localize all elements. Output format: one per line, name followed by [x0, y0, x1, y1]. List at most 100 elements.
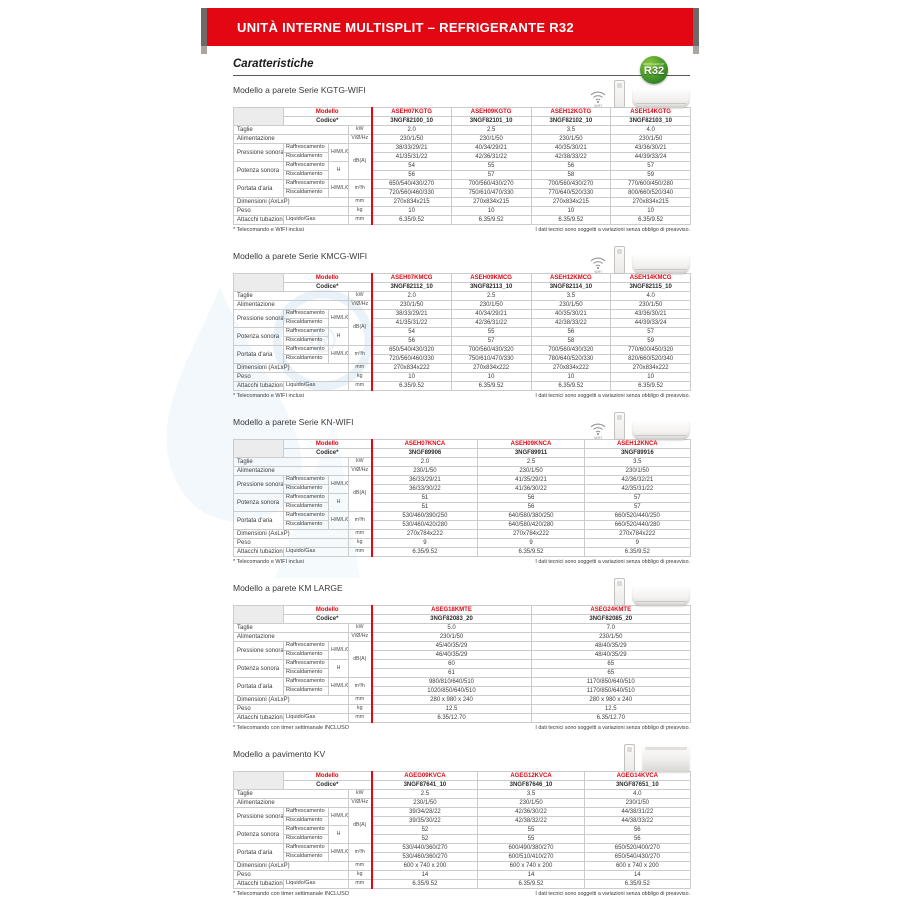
spec-value: 9 — [477, 538, 585, 548]
spec-value: 750/610/470/330 — [450, 188, 532, 198]
spec-value: 51 — [370, 502, 479, 512]
spec-value: 770/600/450/280 — [610, 179, 691, 189]
table-row: Attacchi tubazioni Liquido/Gas mm 6.35/9.52… — [233, 381, 691, 391]
row-group-label: Alimentazione — [233, 466, 349, 476]
table-row: Taglie kW 5.0 7.0 — [233, 623, 691, 633]
row-group-label: Alimentazione — [233, 300, 349, 310]
spec-value: 6.35/9.52 — [530, 215, 612, 225]
unit-label: H/M/L/Q — [328, 641, 349, 660]
spec-value: 10 — [530, 372, 612, 382]
spec-value: 10 — [450, 206, 532, 216]
unit-label: dB(A) — [348, 807, 372, 844]
spec-value: 6.35/9.52 — [370, 381, 452, 391]
spec-value: 270x834x215 — [530, 197, 612, 207]
content-column: Caratteristiche REFRIGERANT R32 Modello … — [233, 56, 691, 912]
spec-value: 650/540/430/270 — [370, 179, 452, 189]
row-group-label: Attacchi tubazioni — [233, 381, 284, 391]
table-row: Attacchi tubazioni Liquido/Gas mm 6.35/9.52… — [233, 547, 691, 557]
header-empty-cell — [233, 439, 284, 458]
header-label: Codice* — [283, 448, 372, 458]
floor-unit-image — [642, 743, 690, 772]
row-group-label: Alimentazione — [233, 632, 349, 642]
section-icons: WIFI — [589, 246, 690, 274]
unit-label: V/Ø/Hz — [348, 632, 372, 642]
spec-value: 6.35/9.52 — [450, 381, 532, 391]
spec-value: 600 x 740 x 200 — [583, 861, 691, 871]
model-name: ASEH09KMCG — [450, 273, 532, 283]
row-sub-label: Raffrescamento — [283, 825, 329, 835]
model-name: ASEH12KMCG — [530, 273, 612, 283]
row-sub-label: Raffrescamento — [283, 493, 329, 503]
spec-value: 6.35/9.52 — [610, 215, 691, 225]
spec-value: 38/33/29/21 — [370, 143, 452, 153]
spec-value: 52 — [370, 825, 479, 835]
spec-value: 57 — [583, 493, 691, 503]
spec-value: 9 — [583, 538, 691, 548]
spec-value: 56 — [583, 834, 691, 844]
spec-value: 6.35/12.70 — [530, 713, 691, 723]
table-row: Modello ASEG18KMTE ASEG24KMTE — [233, 605, 691, 624]
spec-value: 12.5 — [530, 704, 691, 714]
row-sub-label: Liquido/Gas — [283, 215, 349, 225]
spec-value: 6.35/9.52 — [370, 547, 479, 557]
row-sub-label: Liquido/Gas — [283, 381, 349, 391]
row-group-label: Taglie — [233, 125, 349, 135]
table-row: Riscaldamento 51 56 57 — [234, 502, 691, 512]
spec-value: 6.35/9.52 — [583, 547, 691, 557]
wifi-icon: WIFI — [589, 422, 607, 440]
table-row: Portata d'aria Raffrescamento H/M/L/Q m³/h 6… — [233, 179, 691, 198]
model-code: 3NGF82083_20 — [370, 614, 532, 624]
spec-value: 14 — [583, 870, 691, 880]
section-header: Modello a parete KM LARGE — [233, 578, 690, 606]
table-row: Taglie kW 2.5 3.5 4.0 — [233, 789, 691, 799]
table-row: Peso kg 9 9 9 — [233, 538, 691, 548]
row-group-label: Potenza sonora — [233, 161, 284, 180]
spec-value: 65 — [530, 668, 691, 678]
spec-value: 270x784x222 — [477, 529, 585, 539]
spec-value: 55 — [450, 327, 532, 337]
spec-value: 230/1/50 — [583, 466, 691, 476]
spec-value: 48/40/35/29 — [530, 641, 691, 651]
spec-value: 41/35/29/21 — [477, 475, 585, 485]
table-row: Dimensioni (AxLxP) mm 270x834x215 270x834x2… — [233, 197, 691, 207]
spec-value: 230/1/50 — [370, 632, 532, 642]
spec-value: 800/660/520/340 — [610, 188, 691, 198]
spec-value: 230/1/50 — [530, 134, 612, 144]
unit-label: m³/h — [348, 677, 372, 696]
spec-value: 600/490/380/270 — [477, 843, 585, 853]
unit-label: H/M/L/Q — [328, 475, 349, 494]
table-row: Dimensioni (AxLxP) mm 270x834x222 270x834x2… — [233, 363, 691, 373]
unit-label: mm — [348, 695, 372, 705]
spec-value: 39/35/30/22 — [370, 816, 479, 826]
row-group-label: Taglie — [233, 291, 349, 301]
spec-value: 230/1/50 — [530, 632, 691, 642]
wifi-icon-label: WIFI — [594, 104, 602, 108]
table-row: Riscaldamento 36/33/30/22 41/36/30/22 42/35… — [234, 484, 691, 494]
table-row: Codice* 3NGF89906 3NGF89911 3NGF89916 — [234, 448, 691, 458]
spec-value: 48/40/35/29 — [530, 650, 691, 660]
spec-value: 44/39/33/24 — [610, 318, 691, 328]
row-group-label: Dimensioni (AxLxP) — [233, 197, 349, 207]
model-name: ASEH12KGTG — [530, 107, 612, 117]
spec-value: 650/540/430/270 — [583, 852, 691, 862]
header-label: Codice* — [283, 614, 372, 624]
row-sub-label: Raffrescamento — [283, 807, 329, 817]
spec-value: 280 x 980 x 240 — [530, 695, 691, 705]
unit-label: kW — [348, 623, 372, 633]
spec-value: 10 — [530, 206, 612, 216]
wifi-icon: WIFI — [589, 256, 607, 274]
spec-value: 9 — [370, 538, 479, 548]
spec-value: 2.0 — [370, 125, 452, 135]
model-code: 3NGF82103_10 — [610, 116, 691, 126]
spec-value: 6.35/9.52 — [477, 547, 585, 557]
row-group-label: Taglie — [233, 789, 349, 799]
spec-table: Modello ASEH07KNCA ASEH09KNCA ASEH12KNCA Cod… — [233, 439, 691, 557]
model-name: AGEG14KVCA — [583, 771, 691, 781]
table-row: Pressione sonora Raffrescamento H/M/L/Q dB(… — [233, 309, 691, 346]
row-group-label: Portata d'aria — [233, 677, 284, 696]
row-sub-label: Riscaldamento — [283, 520, 329, 530]
row-group-label: Dimensioni (AxLxP) — [233, 529, 349, 539]
table-row: Riscaldamento 56 57 58 59 — [234, 336, 691, 346]
spec-value: 3.5 — [583, 457, 691, 467]
spec-value: 40/35/30/21 — [530, 309, 612, 319]
